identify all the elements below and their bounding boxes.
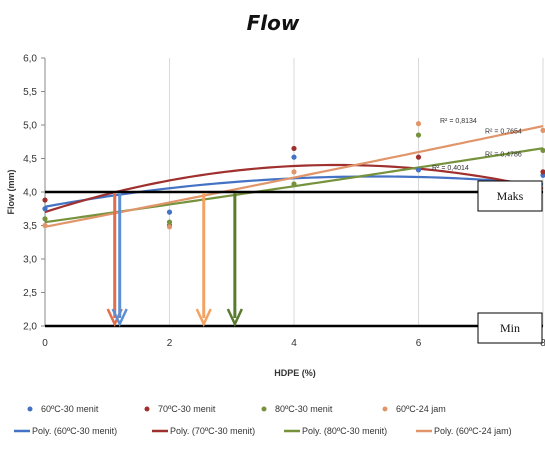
data-point — [540, 169, 545, 175]
data-point — [415, 167, 422, 173]
r2-label-4: R² = 0,8134 — [440, 118, 477, 125]
data-point — [42, 197, 48, 203]
y-tick-label: 2,5 — [23, 288, 37, 299]
data-point — [166, 209, 173, 215]
legend-trend-label-2: Poly. (70ºC-30 menit) — [170, 426, 255, 436]
data-point — [415, 121, 422, 127]
reference-lines: Maks Min — [45, 180, 543, 344]
data-point — [415, 154, 422, 160]
y-tick-label: 4,5 — [23, 154, 37, 165]
legend-marker-1 — [27, 406, 33, 412]
reference-label-maks: Maks — [497, 189, 524, 203]
data-point — [291, 154, 297, 160]
data-point — [291, 145, 297, 152]
data-point — [540, 147, 545, 154]
x-tick-label: 4 — [291, 338, 297, 349]
data-point — [42, 206, 48, 212]
x-axis-label: HDPE (%) — [274, 368, 316, 378]
axes: 0 2 4 6 8 2,0 2,5 3,0 3,5 4,0 4,5 5,0 5,5 6,0 — [23, 54, 545, 350]
arrow-head-2 — [111, 308, 128, 327]
data-point — [540, 127, 545, 133]
data-point — [42, 216, 48, 222]
data-point — [291, 181, 297, 187]
y-tick-label: 2,0 — [23, 322, 37, 333]
y-tick-label: 5,0 — [23, 121, 37, 132]
reference-label-min: Min — [500, 321, 520, 335]
reference-box-min — [477, 312, 543, 344]
r2-label-2: R² = 0,4786 — [485, 151, 522, 158]
legend-marker-2 — [144, 406, 150, 412]
y-tick-label: 3,0 — [23, 255, 37, 266]
y-tick-label: 4,0 — [23, 188, 37, 199]
trendline-2 — [44, 163, 544, 214]
data-point — [166, 219, 173, 225]
arrows — [106, 193, 243, 327]
data-point — [415, 132, 422, 138]
legend: 60ºC-30 menit 70ºC-30 menit 80ºC-30 menit 6… — [14, 404, 512, 436]
y-axis-label: Flow (mm) — [6, 170, 16, 215]
chart-title: Flow — [247, 11, 300, 35]
x-tick-label: 0 — [42, 338, 48, 349]
legend-label-1: 60ºC-30 menit — [41, 404, 99, 414]
legend-marker-4 — [382, 406, 388, 412]
legend-label-4: 60ºC-24 jam — [396, 404, 446, 414]
reference-box-maks — [477, 180, 543, 212]
legend-label-3: 80ºC-30 menit — [275, 404, 333, 414]
x-tick-label: 2 — [167, 338, 173, 349]
data-point — [166, 224, 173, 230]
arrow-head-3 — [195, 308, 212, 327]
legend-trend-label-3: Poly. (80ºC-30 menit) — [302, 426, 387, 436]
r2-labels: R² = 0,4014 R² = 0,4786 R² = 0,7654 R² = 0,… — [432, 118, 522, 172]
x-tick-label: 6 — [416, 338, 422, 349]
data-point — [42, 222, 48, 229]
trendline-4 — [44, 124, 544, 228]
y-tick-label: 6,0 — [23, 54, 37, 65]
arrow-head-4 — [226, 308, 243, 327]
y-tick-label: 3,5 — [23, 221, 37, 232]
legend-trend-label-1: Poly. (60ºC-30 menit) — [32, 426, 117, 436]
legend-marker-3 — [261, 406, 267, 412]
r2-label-1: R² = 0,4014 — [432, 165, 469, 172]
data-points — [42, 121, 545, 230]
legend-label-2: 70ºC-30 menit — [158, 404, 216, 414]
x-tick-label: 8 — [540, 338, 545, 349]
r2-label-3: R² = 0,7654 — [485, 129, 522, 136]
data-point — [291, 169, 297, 175]
y-tick-label: 5,5 — [23, 87, 37, 98]
legend-trend-label-4: Poly. (60ºC-24 jam) — [434, 426, 512, 436]
